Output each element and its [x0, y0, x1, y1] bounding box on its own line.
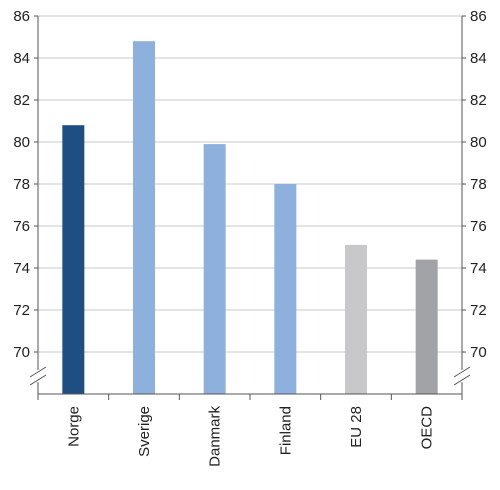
bar-finland	[274, 184, 297, 394]
y-tick-label-left: 74	[13, 260, 30, 277]
y-tick-label-left: 78	[13, 176, 30, 193]
bar-danmark	[203, 144, 226, 394]
axis-break-right-icon	[453, 366, 471, 386]
axis-break-slash	[29, 374, 47, 386]
y-tick-label-left: 82	[13, 92, 30, 109]
bar-oecd	[415, 259, 438, 394]
y-tick-label-right: 76	[470, 218, 487, 235]
axis-break-left-icon	[29, 366, 47, 386]
x-tick-label: Finland	[277, 406, 294, 455]
y-tick-labels-right: 70 72 74 76 78 80 82 84 86	[470, 8, 487, 361]
axis-break-mask	[30, 370, 46, 382]
y-tick-label-right: 84	[470, 50, 487, 67]
bar-sverige	[133, 41, 155, 394]
y-tick-label-right: 86	[470, 8, 487, 25]
y-tick-label-right: 80	[470, 134, 487, 151]
axis-break-slash	[453, 366, 471, 378]
gridlines	[34, 15, 466, 353]
bar-norge	[62, 125, 85, 394]
axis-break-slash	[29, 366, 47, 378]
y-tick-label-left: 76	[13, 218, 30, 235]
bar-eu-28	[345, 244, 367, 394]
y-tick-label-left: 84	[13, 50, 30, 67]
y-tick-label-right: 74	[470, 260, 487, 277]
axis-break-slash	[453, 374, 471, 386]
y-tick-label-right: 72	[470, 302, 487, 319]
x-tick-label: Norge	[65, 406, 82, 447]
x-tick-marks	[37, 394, 463, 400]
y-tick-label-left: 80	[13, 134, 30, 151]
y-tick-label-right: 82	[470, 92, 487, 109]
y-tick-label-left: 70	[13, 344, 30, 361]
y-tick-label-right: 70	[470, 344, 487, 361]
x-tick-label: Sverige	[136, 406, 153, 457]
y-tick-label-left: 86	[13, 8, 30, 25]
x-tick-labels: Norge Sverige Danmark Finland EU 28 OECD	[65, 406, 435, 467]
x-tick-label: Danmark	[207, 406, 224, 467]
axes	[29, 16, 471, 395]
bars	[62, 41, 438, 394]
y-tick-labels-left: 70 72 74 76 78 80 82 84 86	[13, 8, 30, 361]
x-tick-label: OECD	[419, 406, 436, 450]
x-tick-label: EU 28	[348, 406, 365, 448]
y-tick-label-right: 78	[470, 176, 487, 193]
y-tick-label-left: 72	[13, 302, 30, 319]
axis-break-mask	[454, 370, 470, 382]
